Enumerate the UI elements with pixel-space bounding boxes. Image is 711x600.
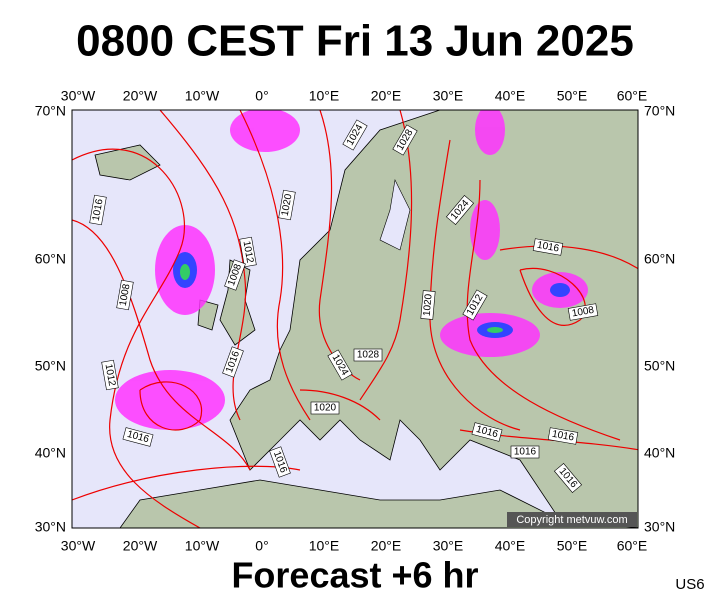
longitude-label: 0°: [255, 88, 268, 104]
isobar-label-box: [116, 279, 134, 311]
isobar-label-box: [327, 349, 353, 381]
isobar-label-box: [510, 445, 540, 459]
isobar-label-box: [420, 290, 436, 320]
latitude-label: 60°N: [35, 251, 66, 267]
isobar-label-text: 1020: [422, 293, 435, 317]
isobar-label: 1008: [567, 303, 599, 321]
isobar-label-box: [342, 119, 368, 151]
isobar-label: 1020: [420, 290, 436, 320]
isobar-label-box: [547, 427, 579, 445]
isobar-label-box: [353, 348, 383, 362]
isobar-label: 1028: [353, 348, 383, 362]
copyright: Copyright metvuw.com: [516, 514, 627, 526]
isobar-label: 1008: [116, 279, 134, 311]
isobar-label-box: [310, 401, 340, 415]
latitude-label: 70°N: [644, 103, 675, 119]
isobar-label-box: [101, 359, 119, 391]
title: 0800 CEST Fri 13 Jun 2025: [76, 17, 634, 66]
isobar-label-box: [122, 427, 154, 447]
isobar-label: 1020: [310, 401, 340, 415]
isobar-label: 1016: [122, 427, 154, 447]
isobar-label-text: 1016: [536, 240, 560, 255]
latitude-label: 70°N: [35, 103, 66, 119]
latitude-label: 60°N: [644, 251, 675, 267]
isobar-label-text: 1020: [280, 193, 295, 217]
longitude-label: 30°E: [433, 538, 464, 554]
longitude-label: 0°: [255, 538, 268, 554]
isobar-label: 1016: [471, 422, 503, 442]
isobar-label: 1016: [510, 445, 540, 459]
latitude-label: 40°N: [644, 445, 675, 461]
isobar-label-box: [392, 124, 418, 156]
latitude-label: 50°N: [35, 358, 66, 374]
isobar-label-box: [553, 462, 583, 494]
longitude-label: 10°W: [185, 88, 220, 104]
longitude-label: 20°W: [123, 538, 158, 554]
isobar-label-box: [269, 446, 291, 478]
isobar-label-box: [445, 194, 475, 226]
longitude-label: 20°E: [371, 88, 402, 104]
latitude-label: 30°N: [35, 519, 66, 535]
latitude-label: 50°N: [644, 358, 675, 374]
isobar-label-box: [239, 236, 257, 268]
map-area: [72, 110, 638, 528]
longitude-label: 40°E: [495, 538, 526, 554]
longitude-label: 50°E: [557, 88, 588, 104]
map-frame: [71, 109, 639, 529]
isobar-label-box: [222, 346, 244, 378]
isobar-label-text: 1016: [551, 429, 575, 444]
isobar-label-text: 1016: [91, 198, 106, 222]
isobar-label: 1012: [101, 359, 119, 391]
isobar-label-box: [89, 194, 107, 226]
isobar-label-box: [278, 189, 296, 221]
model-code: US6: [675, 576, 704, 593]
longitude-label: 10°E: [309, 88, 340, 104]
longitude-label: 60°E: [617, 88, 648, 104]
isobar-label: 1016: [547, 427, 579, 445]
isobar-label-box: [462, 289, 488, 321]
longitude-label: 30°E: [433, 88, 464, 104]
isobar-label: 1012: [239, 236, 257, 268]
isobar-label-text: 1016: [514, 447, 537, 458]
isobar-label-box: [532, 238, 564, 256]
longitude-label: 20°E: [371, 538, 402, 554]
isobar-label: 1016: [89, 194, 107, 226]
isobar-label-box: [224, 259, 246, 291]
isobar-label: 1016: [532, 238, 564, 256]
isobar-label-text: 1012: [103, 363, 118, 387]
longitude-label: 30°W: [61, 88, 96, 104]
longitude-label: 60°E: [617, 538, 648, 554]
longitude-label: 10°W: [185, 538, 220, 554]
isobar-label-text: 1020: [314, 403, 337, 414]
latitude-label: 40°N: [35, 445, 66, 461]
longitude-label: 10°E: [309, 538, 340, 554]
forecast-label: Forecast +6 hr: [231, 555, 478, 596]
isobar-label-box: [471, 422, 503, 442]
isobar-label-text: 1012: [241, 240, 256, 264]
isobar-label-text: 1008: [118, 283, 133, 307]
longitude-label: 30°W: [61, 538, 96, 554]
isobar-label-text: 1028: [357, 350, 380, 361]
isobar-label-text: 1008: [571, 305, 595, 320]
copyright-box: [507, 512, 637, 527]
longitude-label: 50°E: [557, 538, 588, 554]
longitude-label: 40°E: [495, 88, 526, 104]
isobar-label: 1020: [278, 189, 296, 221]
longitude-label: 20°W: [123, 88, 158, 104]
isobar-label-box: [567, 303, 599, 321]
latitude-label: 30°N: [644, 519, 675, 535]
